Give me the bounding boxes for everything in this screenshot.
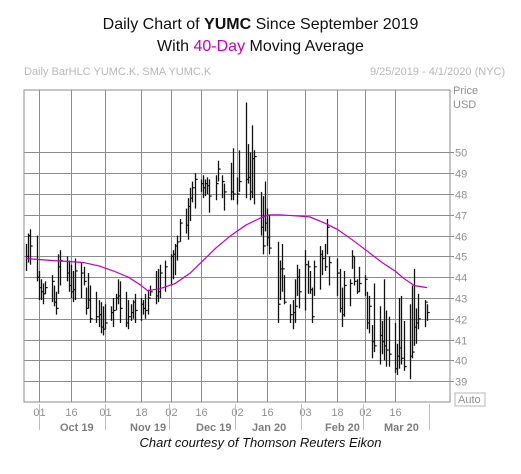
month-label: Dec 19 xyxy=(196,422,231,434)
series-label: Daily BarHLC YUMC.K, SMA YUMC.K xyxy=(24,66,212,78)
y-tick-label: 48 xyxy=(455,190,467,202)
y-tick-label: 41 xyxy=(455,336,467,348)
chart-title: Daily Chart of YUMC Since September 2019… xyxy=(0,14,521,58)
month-label: Feb 20 xyxy=(325,422,360,434)
date-range: 9/25/2019 - 4/1/2020 (NYC) xyxy=(370,66,506,78)
auto-scale-box xyxy=(454,392,486,407)
title-suffix: Since September 2019 xyxy=(251,16,419,33)
x-tick-label: 02 xyxy=(359,407,371,419)
title-line-1: Daily Chart of YUMC Since September 2019 xyxy=(0,14,521,36)
sma-period-label: 40-Day xyxy=(193,38,246,55)
x-tick-label: 02 xyxy=(231,407,243,419)
subtitle-suffix: Moving Average xyxy=(245,38,364,55)
x-tick-label: 16 xyxy=(389,407,401,419)
y-axis-label-currency: USD xyxy=(453,99,476,111)
chart-credit: Chart courtesy of Thomson Reuters Eikon xyxy=(139,435,382,450)
y-tick-label: 39 xyxy=(455,377,467,389)
y-axis-label-price: Price xyxy=(453,85,478,97)
month-label: Oct 19 xyxy=(60,422,94,434)
x-tick-label: 02 xyxy=(165,407,177,419)
x-tick-label: 03 xyxy=(299,407,311,419)
y-tick-label: 42 xyxy=(455,315,467,327)
month-label: Jan 20 xyxy=(252,422,286,434)
x-tick-label: 16 xyxy=(65,407,77,419)
title-prefix: Daily Chart of xyxy=(102,16,205,33)
y-tick-label: 45 xyxy=(455,252,467,264)
y-tick-label: 50 xyxy=(455,148,467,160)
title-line-2: With 40-Day Moving Average xyxy=(0,36,521,58)
y-tick-label: 44 xyxy=(455,273,467,285)
month-label: Nov 19 xyxy=(130,422,166,434)
y-tick-label: 47 xyxy=(455,211,467,223)
y-tick-label: 40 xyxy=(455,356,467,368)
month-label: Mar 20 xyxy=(384,422,419,434)
x-tick-label: 16 xyxy=(261,407,273,419)
y-tick-label: 49 xyxy=(455,169,467,181)
x-tick-label: 16 xyxy=(195,407,207,419)
subtitle-prefix: With xyxy=(157,38,194,55)
sma-40-line xyxy=(25,214,428,292)
auto-scale-label: Auto xyxy=(458,394,481,406)
y-tick-label: 46 xyxy=(455,232,467,244)
x-tick-label: 18 xyxy=(331,407,343,419)
ticker-symbol: YUMC xyxy=(204,16,252,33)
y-tick-label: 43 xyxy=(455,294,467,306)
x-tick-label: 18 xyxy=(135,407,147,419)
